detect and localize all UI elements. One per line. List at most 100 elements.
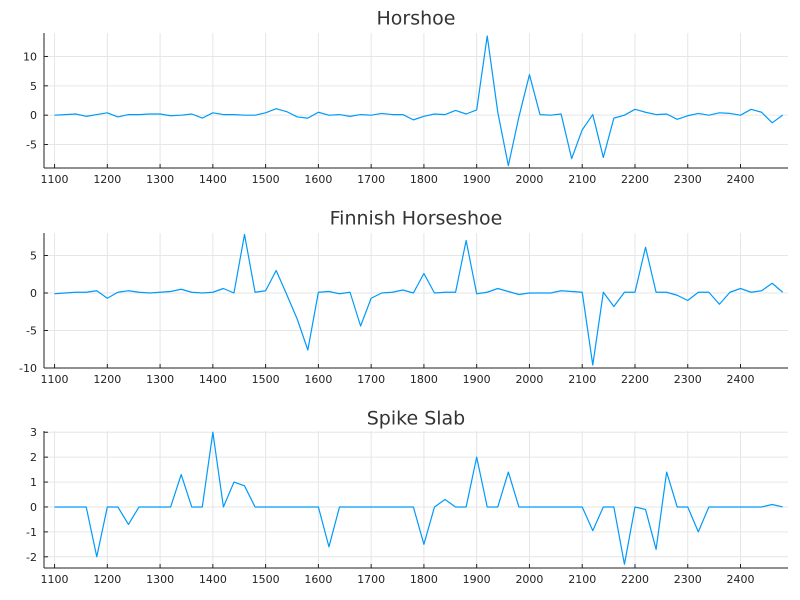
data-point (476, 457, 477, 458)
data-point (360, 114, 361, 115)
data-point (159, 113, 160, 114)
data-point (75, 292, 76, 293)
data-point (149, 292, 150, 293)
data-point (107, 506, 108, 507)
x-tick-label: 1600 (304, 373, 332, 386)
data-point (466, 240, 467, 241)
data-point (96, 114, 97, 115)
data-point (582, 292, 583, 293)
y-tick-label: 3 (30, 426, 37, 439)
data-point (318, 112, 319, 113)
data-point (561, 290, 562, 291)
data-point (212, 112, 213, 113)
data-point (497, 112, 498, 113)
data-point (339, 506, 340, 507)
data-point (54, 293, 55, 294)
data-point (276, 270, 277, 271)
data-point (508, 165, 509, 166)
data-point (624, 564, 625, 565)
data-point (698, 531, 699, 532)
data-point (645, 247, 646, 248)
data-point (202, 506, 203, 507)
data-point (740, 288, 741, 289)
data-point (666, 292, 667, 293)
data-point (392, 114, 393, 115)
data-point (149, 506, 150, 507)
data-point (371, 298, 372, 299)
data-point (782, 292, 783, 293)
data-point (371, 506, 372, 507)
x-tick-label: 1600 (304, 173, 332, 186)
series-line (54, 35, 784, 167)
data-point (371, 115, 372, 116)
data-point (202, 292, 203, 293)
x-tick-label: 2400 (727, 573, 755, 586)
x-tick-label: 2200 (621, 573, 649, 586)
x-tick-label: 1300 (146, 573, 174, 586)
data-point (613, 118, 614, 119)
data-point (138, 114, 139, 115)
data-point (318, 292, 319, 293)
data-point (392, 292, 393, 293)
data-point (349, 116, 350, 117)
data-point (423, 273, 424, 274)
data-point (687, 115, 688, 116)
data-point (444, 292, 445, 293)
x-tick-label: 1300 (146, 373, 174, 386)
data-point (413, 119, 414, 120)
data-point (276, 506, 277, 507)
data-point (107, 112, 108, 113)
x-tick-label: 1100 (41, 573, 69, 586)
data-point (328, 546, 329, 547)
data-point (297, 506, 298, 507)
series-line (54, 431, 783, 565)
data-point (244, 115, 245, 116)
data-point (518, 116, 519, 117)
data-point (592, 114, 593, 115)
data-point (349, 506, 350, 507)
x-tick-label: 1800 (410, 573, 438, 586)
data-point (539, 292, 540, 293)
data-point (645, 509, 646, 510)
data-point (149, 113, 150, 114)
data-point (223, 288, 224, 289)
data-point (434, 113, 435, 114)
data-point (782, 506, 783, 507)
data-point (65, 114, 66, 115)
data-point (254, 115, 255, 116)
y-tick-label: 1 (30, 476, 37, 489)
data-point (729, 506, 730, 507)
data-point (233, 481, 234, 482)
x-tick-label: 2400 (727, 173, 755, 186)
y-tick-label: -2 (26, 551, 37, 564)
data-point (202, 118, 203, 119)
data-point (518, 506, 519, 507)
y-tick-label: 5 (30, 250, 37, 263)
data-point (729, 292, 730, 293)
data-point (117, 506, 118, 507)
data-point (613, 506, 614, 507)
data-point (750, 109, 751, 110)
data-point (86, 506, 87, 507)
x-tick-label: 1600 (304, 573, 332, 586)
data-point (360, 506, 361, 507)
data-point (75, 506, 76, 507)
data-point (402, 289, 403, 290)
data-point (54, 115, 55, 116)
data-point (117, 292, 118, 293)
data-point (655, 292, 656, 293)
data-point (677, 506, 678, 507)
data-point (487, 35, 488, 36)
data-point (550, 115, 551, 116)
data-point (729, 113, 730, 114)
data-point (307, 506, 308, 507)
data-point (476, 109, 477, 110)
data-point (191, 506, 192, 507)
data-point (75, 113, 76, 114)
data-point (86, 116, 87, 117)
data-point (677, 119, 678, 120)
data-point (634, 506, 635, 507)
data-point (191, 292, 192, 293)
data-point (750, 506, 751, 507)
